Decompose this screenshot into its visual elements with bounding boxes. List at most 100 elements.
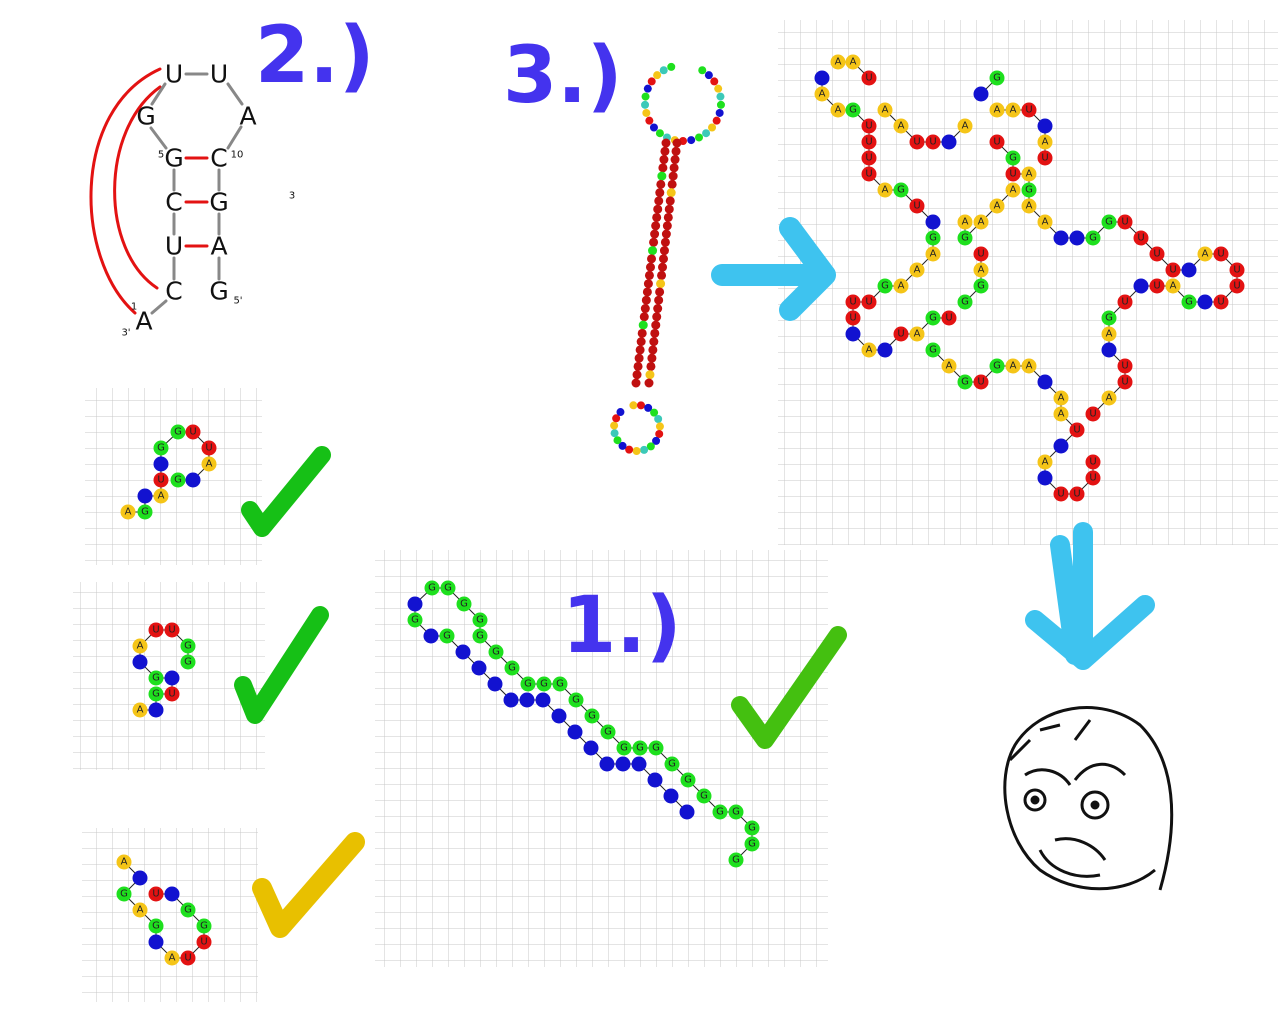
nucleotide bbox=[552, 676, 568, 692]
nucleotide bbox=[664, 756, 680, 772]
nucleotide-label: A bbox=[898, 121, 905, 132]
nucleotide-label: U bbox=[1233, 281, 1240, 292]
nucleotide bbox=[1053, 390, 1069, 406]
dot bbox=[645, 262, 655, 272]
nucleotide-label: U bbox=[184, 953, 191, 964]
nucleotide-label: U bbox=[897, 329, 904, 340]
nucleotide-label: A bbox=[137, 905, 144, 916]
dot bbox=[646, 361, 656, 371]
dot bbox=[715, 108, 724, 117]
nucleotide bbox=[877, 342, 893, 358]
dot bbox=[648, 345, 658, 355]
dot bbox=[649, 237, 659, 247]
dot bbox=[655, 287, 665, 297]
nucleotide-label: G bbox=[209, 277, 228, 306]
nucleotide-label: U bbox=[1009, 169, 1016, 180]
nucleotide bbox=[599, 756, 615, 772]
nucleotide-label: G bbox=[152, 689, 160, 700]
nucleotide bbox=[1069, 486, 1085, 502]
nucleotide bbox=[648, 740, 664, 756]
nucleotide bbox=[148, 918, 164, 934]
nucleotide bbox=[455, 644, 471, 660]
nucleotide bbox=[631, 756, 647, 772]
nucleotide-label: U bbox=[152, 625, 159, 636]
dot bbox=[662, 221, 672, 231]
nucleotide-label: A bbox=[1058, 393, 1065, 404]
nucleotide bbox=[153, 440, 169, 456]
nucleotide bbox=[153, 472, 169, 488]
nucleotide-label: A bbox=[135, 307, 152, 336]
nucleotide-label: U bbox=[865, 137, 872, 148]
dot bbox=[669, 163, 679, 173]
nucleotide bbox=[153, 456, 169, 472]
nucleotide-label: U bbox=[152, 889, 159, 900]
nucleotide bbox=[861, 118, 877, 134]
nucleotide bbox=[1117, 214, 1133, 230]
dot bbox=[640, 304, 650, 314]
nucleotide-label: U bbox=[865, 169, 872, 180]
nucleotide bbox=[180, 950, 196, 966]
dot bbox=[650, 328, 660, 338]
nucleotide-label: A bbox=[1202, 249, 1209, 260]
nucleotide bbox=[893, 326, 909, 342]
nucleotide bbox=[957, 214, 973, 230]
dot bbox=[652, 312, 662, 322]
nucleotide-label: G bbox=[136, 102, 155, 131]
dot bbox=[655, 188, 665, 198]
nucleotide bbox=[164, 686, 180, 702]
dot bbox=[647, 254, 657, 264]
nucleotide bbox=[973, 374, 989, 390]
nucleotide bbox=[1021, 102, 1037, 118]
nucleotide bbox=[1021, 358, 1037, 374]
nucleotide-label: U bbox=[865, 121, 872, 132]
dot bbox=[658, 163, 668, 173]
arrow bbox=[1025, 522, 1155, 670]
nucleotide bbox=[148, 622, 164, 638]
grid-panel bbox=[778, 20, 1278, 545]
nucleotide bbox=[1117, 358, 1133, 374]
dot bbox=[702, 129, 711, 138]
nucleotide-label: U bbox=[993, 137, 1000, 148]
nucleotide bbox=[535, 692, 551, 708]
nucleotide-label: G bbox=[209, 188, 228, 217]
dot bbox=[716, 92, 725, 101]
dot bbox=[641, 100, 650, 109]
nucleotide bbox=[845, 310, 861, 326]
position-label: 5' bbox=[233, 296, 242, 307]
dot bbox=[641, 295, 651, 305]
dot bbox=[610, 421, 619, 430]
nucleotide bbox=[196, 918, 212, 934]
nucleotide bbox=[925, 214, 941, 230]
nucleotide bbox=[989, 134, 1005, 150]
dot bbox=[643, 279, 653, 289]
nucleotide-label: A bbox=[206, 459, 213, 470]
dot bbox=[687, 136, 696, 145]
nucleotide bbox=[120, 504, 136, 520]
nucleotide bbox=[487, 676, 503, 692]
nucleotide bbox=[185, 424, 201, 440]
nucleotide-label: A bbox=[914, 329, 921, 340]
nucleotide-label: A bbox=[882, 185, 889, 196]
dot bbox=[654, 415, 663, 424]
nucleotide-label: G bbox=[961, 297, 969, 308]
nucleotide-label: A bbox=[1106, 329, 1113, 340]
nucleotide bbox=[472, 612, 488, 628]
nucleotide-label: U bbox=[977, 377, 984, 388]
nucleotide-label: A bbox=[121, 857, 128, 868]
tertiary-arc bbox=[89, 67, 162, 315]
dot bbox=[635, 345, 645, 355]
nucleotide-label: A bbox=[898, 281, 905, 292]
nucleotide bbox=[1117, 374, 1133, 390]
position-label: 5 bbox=[158, 150, 164, 161]
arrow bbox=[711, 217, 836, 321]
nucleotide-label: G bbox=[732, 855, 740, 866]
nucleotide-label: G bbox=[152, 673, 160, 684]
nucleotide bbox=[1149, 278, 1165, 294]
dot bbox=[636, 401, 645, 410]
nucleotide bbox=[583, 740, 599, 756]
nucleotide bbox=[973, 278, 989, 294]
nucleotide bbox=[1037, 454, 1053, 470]
nucleotide-label: G bbox=[849, 105, 857, 116]
